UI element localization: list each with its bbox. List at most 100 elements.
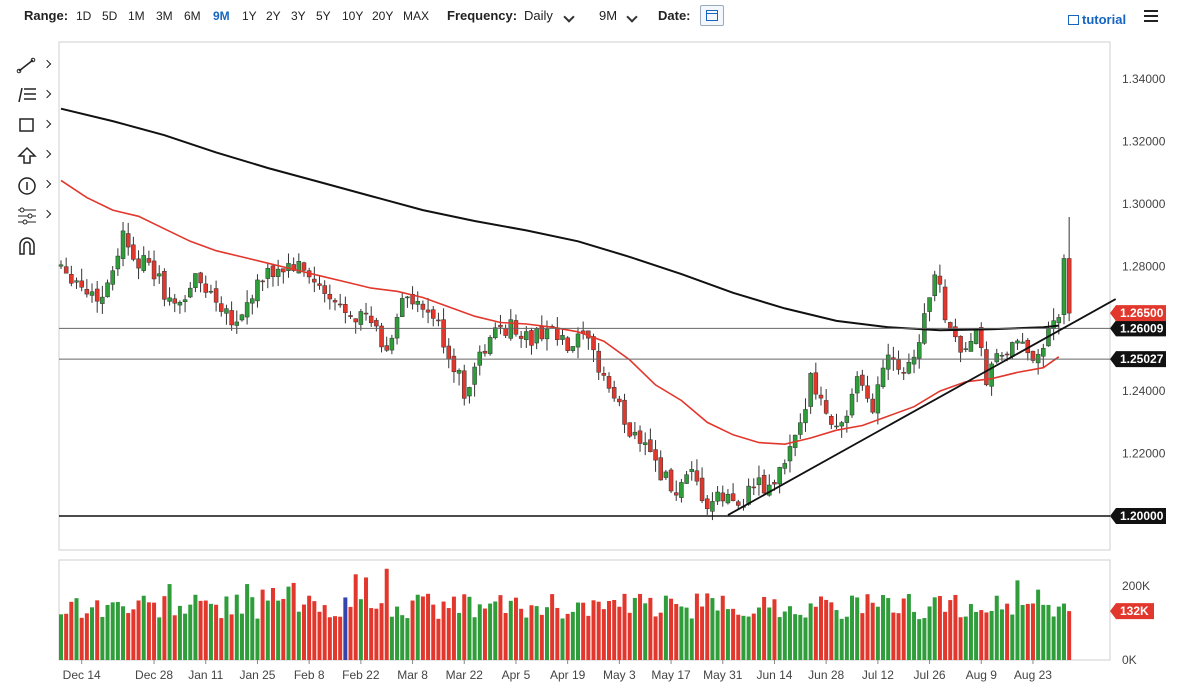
volume-bar — [881, 595, 886, 660]
range-button-6m[interactable]: 6M — [184, 9, 201, 23]
candle-body — [115, 255, 121, 270]
range-button-1y[interactable]: 1Y — [242, 9, 257, 23]
x-tick-label: May 17 — [651, 668, 691, 682]
volume-bar — [420, 596, 425, 660]
tutorial-link[interactable]: tutorial — [1068, 12, 1126, 27]
candle-body — [973, 329, 979, 344]
range-button-2y[interactable]: 2Y — [266, 9, 281, 23]
candle-body — [193, 273, 198, 288]
candle-body — [746, 485, 751, 505]
candle-body — [79, 280, 84, 288]
range-button-9m[interactable]: 9M — [213, 9, 230, 23]
volume-bar — [958, 617, 963, 660]
volume-bar — [214, 604, 219, 660]
arrow-tool-button[interactable] — [14, 144, 54, 166]
range-button-1d[interactable]: 1D — [76, 9, 92, 23]
candle-body — [596, 350, 601, 373]
volume-bar — [694, 593, 699, 660]
candle-body — [198, 272, 203, 284]
candle-body — [136, 258, 141, 269]
candle-body — [399, 298, 405, 317]
candle-body — [58, 264, 64, 267]
volume-bar — [493, 601, 498, 660]
candle-body — [1010, 342, 1015, 357]
volume-bar — [896, 613, 901, 660]
volume-last-tag — [1110, 603, 1154, 620]
annotation-tool-button[interactable] — [14, 174, 54, 196]
range-button-1m[interactable]: 1M — [128, 9, 145, 23]
candle-body — [265, 268, 271, 279]
volume-bar — [803, 617, 808, 660]
volume-bar — [234, 594, 239, 660]
volume-bar — [1036, 589, 1041, 660]
candle-body — [213, 288, 219, 303]
pitchfork-tool-button[interactable] — [14, 204, 54, 226]
volume-bar — [922, 618, 927, 660]
y-tick-label: 1.22000 — [1122, 447, 1166, 461]
volume-bar — [798, 614, 803, 660]
candle-body — [368, 315, 374, 324]
period-dropdown[interactable]: 9M — [599, 8, 618, 23]
volume-bar — [462, 594, 467, 660]
volume-bar — [870, 602, 875, 660]
candle-body — [534, 328, 539, 344]
line-tool-button[interactable] — [14, 54, 54, 76]
volume-bar — [767, 607, 772, 660]
candle-body — [125, 233, 131, 248]
candle-body — [182, 299, 188, 303]
calendar-button[interactable] — [700, 5, 724, 26]
range-button-5d[interactable]: 5D — [102, 9, 118, 23]
rectangle-tool-button[interactable] — [14, 114, 54, 136]
candle-body — [513, 320, 519, 335]
range-button-20y[interactable]: 20Y — [372, 9, 394, 23]
price-tag — [1110, 508, 1166, 524]
candle-body — [606, 376, 612, 389]
candle-body — [462, 370, 467, 399]
candle-body — [968, 340, 974, 352]
candle-body — [854, 376, 860, 394]
candle-body — [446, 345, 451, 360]
y-tick-label: 1.30000 — [1122, 197, 1166, 211]
range-button-3y[interactable]: 3Y — [291, 9, 306, 23]
volume-bar — [296, 611, 301, 660]
candle-body — [312, 278, 317, 283]
volume-bar — [1030, 603, 1035, 660]
price-tag-label: 1.25027 — [1120, 352, 1164, 366]
volume-bar — [596, 601, 601, 660]
candle-body — [668, 469, 674, 492]
candle-body — [374, 320, 379, 327]
volume-bar — [524, 617, 529, 660]
volume-bar — [689, 618, 694, 660]
volume-bar — [379, 603, 384, 660]
candle-body — [984, 349, 989, 386]
candle-body — [291, 264, 296, 271]
range-button-5y[interactable]: 5Y — [316, 9, 331, 23]
frequency-dropdown[interactable]: Daily — [524, 8, 553, 23]
range-button-10y[interactable]: 10Y — [342, 9, 364, 23]
price-tag — [1110, 351, 1166, 368]
candle-body — [999, 354, 1005, 357]
hamburger-menu-icon[interactable] — [1144, 10, 1158, 22]
fib-tool-button[interactable] — [14, 84, 54, 106]
volume-bar — [544, 607, 549, 660]
volume-bar — [260, 589, 265, 660]
candle-body — [632, 431, 638, 436]
candle-body — [1051, 320, 1056, 329]
volume-bar — [281, 598, 286, 660]
y-tick-label: 1.34000 — [1122, 72, 1166, 86]
candle-body — [441, 319, 446, 348]
candle-body — [885, 354, 891, 370]
range-button-3m[interactable]: 3M — [156, 9, 173, 23]
candle-body — [787, 446, 793, 462]
magnet-tool-button[interactable] — [14, 234, 54, 256]
volume-bar — [115, 601, 120, 660]
volume-bar — [746, 616, 751, 660]
candle-body — [524, 331, 529, 341]
volume-bar — [415, 594, 420, 660]
candle-body — [219, 303, 224, 312]
candle-body — [958, 335, 963, 353]
volume-bar — [395, 606, 400, 660]
volume-bar — [167, 584, 172, 660]
volume-bar — [374, 608, 379, 660]
range-button-max[interactable]: MAX — [403, 9, 430, 23]
